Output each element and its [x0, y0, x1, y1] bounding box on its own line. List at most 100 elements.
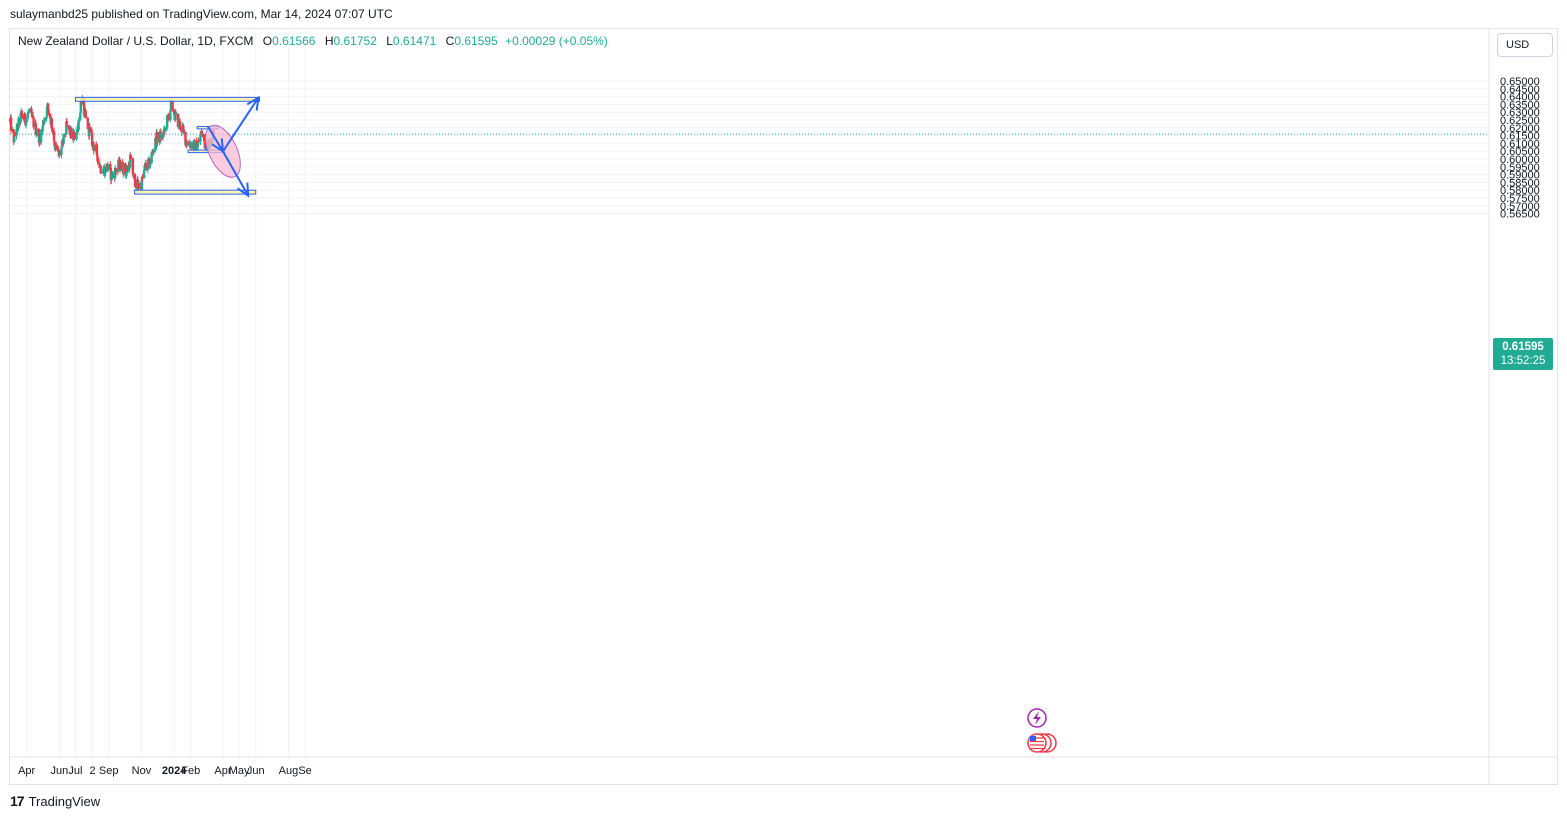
price-tick-label: 0.62000	[1500, 123, 1540, 135]
candle-body	[91, 141, 95, 145]
candle-body	[199, 134, 202, 142]
legend-open-label: O	[262, 34, 273, 48]
projection-arrow-line	[222, 97, 260, 152]
candle-body	[129, 155, 132, 159]
time-tick-label: Se	[298, 765, 311, 777]
candle-body	[115, 170, 118, 173]
price-zone	[74, 96, 260, 102]
candle-body	[150, 152, 153, 164]
time-tick-label: Jun	[50, 765, 68, 777]
legend-low: 0.61471	[392, 34, 437, 48]
candle-body	[84, 110, 87, 117]
candle-body	[178, 121, 182, 130]
candle-body	[148, 163, 152, 168]
currency-button[interactable]: USD	[1497, 33, 1553, 57]
candle-body	[36, 129, 39, 135]
candles	[8, 95, 215, 194]
candle-body	[23, 113, 27, 124]
candle-body	[146, 160, 150, 171]
candle-body	[184, 131, 187, 146]
candle-body	[79, 112, 82, 120]
time-tick-label: Nov	[132, 765, 152, 777]
projection-arrows	[205, 95, 260, 198]
legend-open: 0.61566	[272, 34, 316, 48]
candle-body	[69, 127, 73, 139]
grid	[10, 28, 1489, 757]
price-tick-label: 0.64500	[1500, 84, 1540, 96]
candle-body	[65, 121, 69, 127]
candle-body	[128, 155, 132, 168]
candle-body	[113, 168, 117, 179]
candle-body	[56, 146, 59, 151]
time-tick-label: Aug	[279, 765, 299, 777]
price-tick-label: 0.65000	[1500, 76, 1540, 88]
candle-body	[15, 133, 18, 136]
candle-body	[94, 150, 97, 152]
price-tick-label: 0.56500	[1500, 209, 1540, 221]
candle-body	[182, 129, 186, 132]
candle-body	[24, 118, 28, 126]
candle-body	[60, 146, 63, 155]
projection-arrow-line	[207, 126, 224, 152]
candle-body	[96, 155, 99, 162]
candle-body	[30, 108, 33, 113]
time-tick-label: May	[229, 765, 250, 777]
candle-body	[131, 158, 135, 175]
tradingview-logo-icon: 17	[10, 793, 25, 809]
candle-body	[97, 161, 101, 164]
candle-body	[12, 129, 15, 133]
candle-body	[171, 100, 174, 111]
legend-high: 0.61752	[333, 34, 377, 48]
time-tick-label: 2024	[162, 765, 187, 777]
candle-body	[79, 101, 83, 113]
candle-body	[144, 162, 147, 168]
candle-body	[107, 164, 110, 170]
time-tick-label: Apr	[18, 765, 35, 777]
candle-body	[122, 163, 125, 175]
arrow-head	[236, 182, 250, 198]
candle-body	[65, 121, 68, 133]
candle-body	[137, 182, 140, 189]
candle-body	[111, 172, 114, 179]
symbol-legend: New Zealand Dollar / U.S. Dollar, 1D, FX…	[18, 34, 608, 48]
candle-body	[21, 114, 24, 118]
candle-body	[73, 132, 77, 140]
candle-body	[156, 138, 159, 143]
candle-body	[32, 117, 35, 128]
legend-high-label: H	[324, 34, 334, 48]
candle-body	[88, 127, 91, 136]
candle-body	[152, 149, 155, 153]
price-axis: 0.650000.645000.640000.635000.630000.625…	[1500, 76, 1540, 221]
candle-body	[75, 129, 79, 135]
candle-body	[67, 125, 71, 131]
price-tick-label: 0.57000	[1500, 201, 1540, 213]
candle-body	[203, 141, 206, 149]
candle-body	[160, 133, 163, 140]
candle-body	[125, 173, 128, 177]
candle-body	[60, 140, 64, 147]
candle-body	[19, 112, 22, 123]
candle-body	[106, 169, 110, 171]
candle-body	[28, 111, 31, 113]
candle-body	[43, 118, 47, 121]
footer-brand-name: TradingView	[28, 793, 101, 809]
time-tick-label: Feb	[181, 765, 200, 777]
candle-body	[95, 144, 99, 156]
candle-body	[145, 167, 148, 171]
candle-body	[50, 118, 54, 129]
candle-body	[47, 109, 50, 114]
candle-body	[163, 127, 167, 132]
footer-brand[interactable]: 17 TradingView	[10, 793, 100, 809]
candle-body	[101, 171, 105, 174]
candle-body	[197, 140, 200, 144]
candle-body	[204, 145, 208, 152]
candle-body	[175, 113, 178, 115]
candle-body	[39, 131, 43, 143]
candle-body	[20, 110, 24, 115]
candle-body	[30, 112, 34, 118]
candle-body	[9, 117, 13, 131]
candle-body	[34, 122, 37, 135]
lightning-icon	[1027, 708, 1047, 728]
